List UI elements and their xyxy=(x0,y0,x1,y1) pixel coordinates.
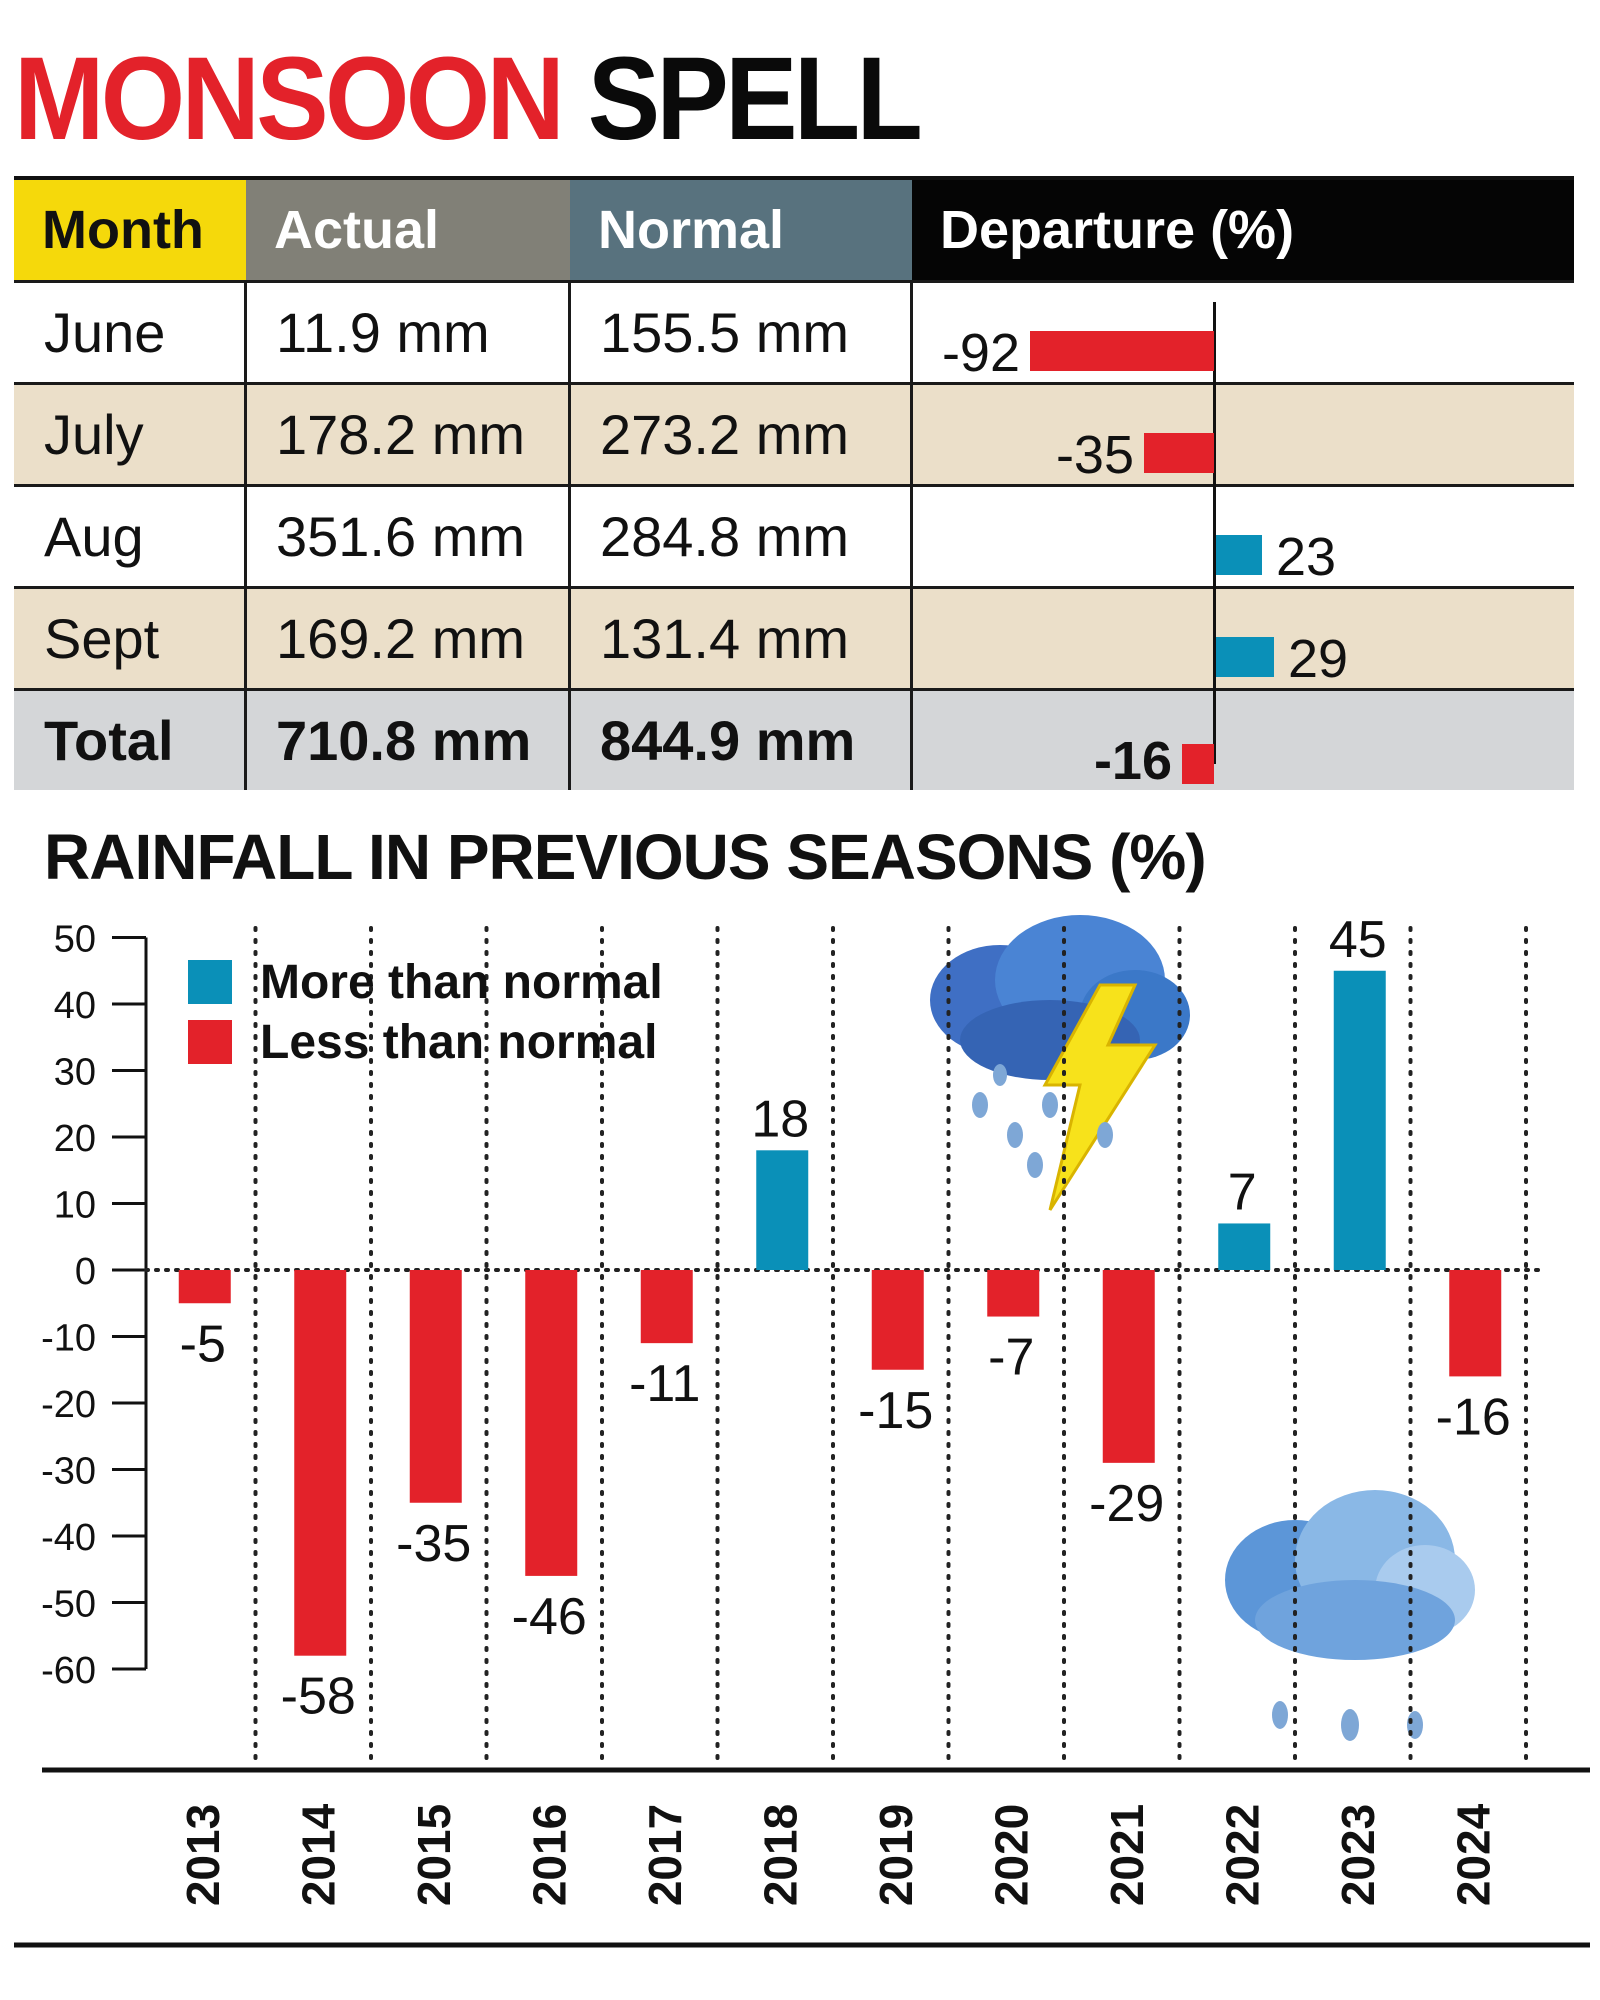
bar-label: 45 xyxy=(1329,911,1387,969)
cell-month: July xyxy=(44,403,144,466)
x-tick-label: 2017 xyxy=(639,1804,691,1906)
header-actual: Actual xyxy=(246,180,570,280)
y-tick-label: -10 xyxy=(41,1318,96,1360)
departure-bar xyxy=(1182,744,1214,784)
cell-normal: 284.8 mm xyxy=(600,505,849,568)
table-header-row: Month Actual Normal Departure (%) xyxy=(14,176,1574,280)
departure-bar xyxy=(1216,535,1262,575)
table-row-total: Total 710.8 mm 844.9 mm xyxy=(14,688,1574,790)
rainfall-table: Month Actual Normal Departure (%) June 1… xyxy=(14,176,1574,790)
x-tick-label: 2018 xyxy=(754,1804,806,1906)
y-tick-label: -20 xyxy=(41,1384,96,1426)
cell-actual: 169.2 mm xyxy=(276,607,525,670)
bar-2024 xyxy=(1449,1270,1502,1377)
bar-label: -58 xyxy=(281,1668,356,1726)
y-tick-label: 0 xyxy=(75,1251,96,1293)
bar-label: -7 xyxy=(988,1329,1034,1387)
bar-2015 xyxy=(409,1270,462,1503)
bar-label: 7 xyxy=(1228,1163,1257,1221)
bar-label: -5 xyxy=(180,1315,226,1373)
x-tick-label: 2023 xyxy=(1332,1804,1384,1906)
cell-actual: 178.2 mm xyxy=(276,403,525,466)
departure-label: -35 xyxy=(1055,425,1134,485)
legend-label: Less than normal xyxy=(260,1016,657,1069)
departure-bar xyxy=(1216,637,1274,677)
cell-month: Aug xyxy=(44,505,144,568)
cell-month: Total xyxy=(44,709,174,772)
chart-title: RAINFALL IN PREVIOUS SEASONS (%) xyxy=(44,821,1207,893)
page-title: MONSOON SPELL xyxy=(14,40,923,158)
table-row-july: July 178.2 mm 273.2 mm xyxy=(14,382,1574,484)
legend-swatch xyxy=(188,960,232,1004)
bar-label: -16 xyxy=(1436,1388,1511,1446)
departure-zero-axis xyxy=(1213,302,1216,764)
bar-label: -11 xyxy=(629,1355,700,1413)
y-tick-label: 20 xyxy=(54,1118,96,1160)
x-tick-label: 2021 xyxy=(1101,1804,1153,1906)
bar-2020 xyxy=(987,1270,1040,1317)
x-tick-label: 2020 xyxy=(985,1804,1037,1906)
x-tick-label: 2019 xyxy=(870,1804,922,1906)
x-tick-label: 2015 xyxy=(408,1804,460,1906)
bar-2016 xyxy=(525,1270,578,1576)
departure-label: 23 xyxy=(1276,527,1337,587)
storm-cloud-icon xyxy=(930,915,1190,1211)
cell-normal: 155.5 mm xyxy=(600,301,849,364)
header-normal: Normal xyxy=(570,180,912,280)
cell-normal: 844.9 mm xyxy=(600,709,856,772)
bar-2018 xyxy=(756,1150,809,1270)
bar-2014 xyxy=(294,1270,347,1656)
y-tick-label: 50 xyxy=(54,919,96,961)
x-tick-label: 2013 xyxy=(177,1804,229,1906)
table-row-sept: Sept 169.2 mm 131.4 mm xyxy=(14,586,1574,688)
departure-label: -92 xyxy=(941,323,1020,383)
y-tick-label: -60 xyxy=(41,1650,96,1692)
y-tick-label: -50 xyxy=(41,1584,96,1626)
bar-label: -35 xyxy=(396,1515,471,1573)
y-tick-label: 40 xyxy=(54,985,96,1027)
cell-month: Sept xyxy=(44,607,160,670)
y-tick-label: 30 xyxy=(54,1052,96,1094)
header-month: Month xyxy=(14,180,246,280)
x-tick-label: 2022 xyxy=(1216,1804,1268,1906)
y-tick-label: -40 xyxy=(41,1517,96,1559)
rainfall-bar-chart: 50 40 30 20 10 0 -10 -20 -30 -40 -50 -60 More than n… xyxy=(14,911,1590,1948)
table-row-aug: Aug 351.6 mm 284.8 mm xyxy=(14,484,1574,586)
bar-label: -15 xyxy=(858,1382,933,1440)
x-tick-label: 2016 xyxy=(523,1804,575,1906)
bar-2021 xyxy=(1102,1270,1155,1463)
title-part2: SPELL xyxy=(587,33,923,165)
departure-label: 29 xyxy=(1288,629,1349,689)
y-tick-label: -30 xyxy=(41,1451,96,1493)
bar-2013 xyxy=(178,1270,231,1304)
cell-actual: 710.8 mm xyxy=(276,709,532,772)
bar-2023 xyxy=(1333,970,1386,1270)
bar-label: -29 xyxy=(1089,1475,1164,1533)
cell-month: June xyxy=(44,301,166,364)
title-part1: MONSOON xyxy=(14,33,565,165)
rain-cloud-icon xyxy=(1225,1490,1475,1741)
bar-2017 xyxy=(640,1270,693,1344)
bar-label: -46 xyxy=(512,1588,587,1646)
x-tick-label: 2014 xyxy=(292,1803,344,1906)
y-tick-label: 10 xyxy=(54,1185,96,1227)
departure-bar xyxy=(1144,433,1214,473)
bar-2019 xyxy=(871,1270,924,1370)
departure-label: -16 xyxy=(1093,731,1172,791)
bar-label: 18 xyxy=(751,1090,809,1148)
x-tick-label: 2024 xyxy=(1447,1803,1499,1906)
header-departure: Departure (%) xyxy=(912,180,1574,280)
cell-actual: 11.9 mm xyxy=(276,301,490,364)
bar-2022 xyxy=(1218,1223,1271,1270)
cell-normal: 131.4 mm xyxy=(600,607,849,670)
legend-label: More than normal xyxy=(260,956,663,1009)
cell-normal: 273.2 mm xyxy=(600,403,849,466)
departure-bar xyxy=(1030,331,1214,371)
cell-actual: 351.6 mm xyxy=(276,505,525,568)
legend-swatch xyxy=(188,1020,232,1064)
table-row-june: June 11.9 mm 155.5 mm xyxy=(14,280,1574,382)
